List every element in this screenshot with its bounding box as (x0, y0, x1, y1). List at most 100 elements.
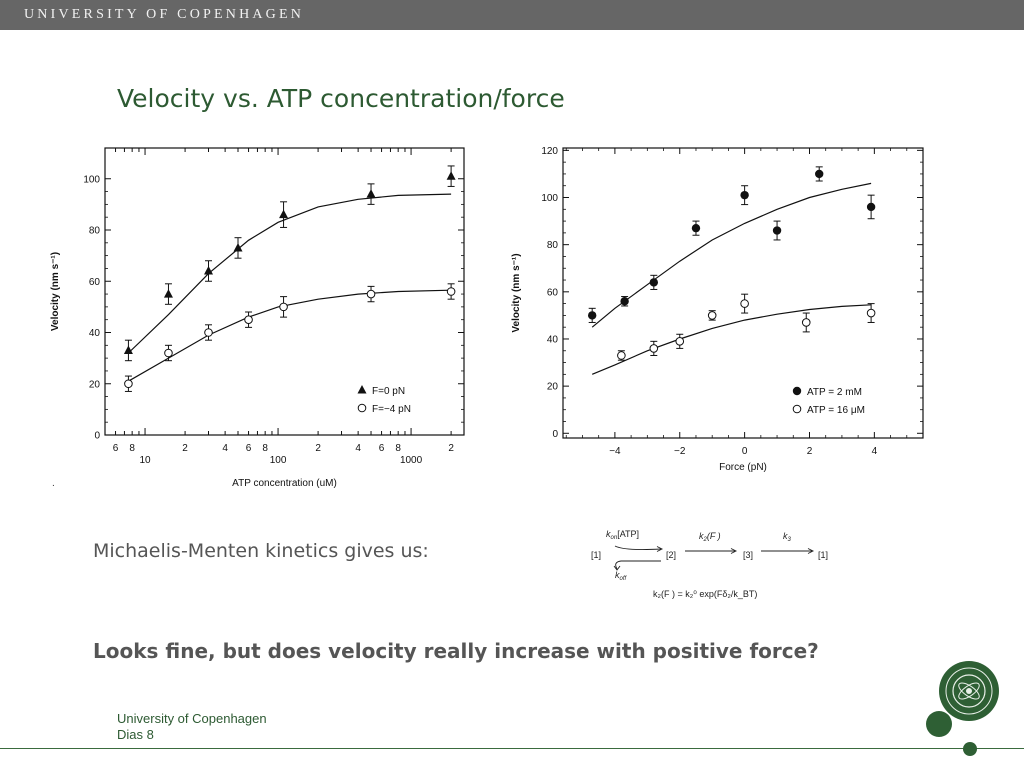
decor-circle-large (926, 711, 952, 737)
x-tick-label: 2 (807, 446, 813, 457)
data-point-series-0 (620, 297, 629, 306)
legend-label-series-1: ATP = 16 μM (807, 405, 865, 416)
koff-label: koff (615, 570, 628, 582)
data-point-series-1 (740, 299, 749, 308)
legend-marker-series-0 (792, 386, 802, 396)
scheme-state-1-end: [1] (818, 550, 828, 560)
y-tick-label: 60 (89, 277, 101, 288)
data-point-series-0 (866, 202, 876, 212)
question-text: Looks fine, but does velocity really inc… (93, 639, 819, 663)
data-point-series-1 (446, 287, 456, 296)
plot-frame (104, 147, 465, 436)
koff-arrowhead (613, 565, 621, 571)
data-point-series-1 (164, 348, 173, 358)
legend-label-series-1: F=−4 pN (372, 404, 411, 415)
data-point-series-0 (587, 311, 597, 320)
k2-label: k2(F ) (699, 531, 721, 543)
data-point-series-0 (691, 223, 701, 233)
footer-slide-number: Dias 8 (117, 727, 154, 742)
x-tick-label: 6 (113, 443, 119, 454)
x-tick-label: 100 (270, 455, 287, 466)
x-tick-label: 2 (182, 443, 188, 454)
x-axis-label: ATP concentration (uM) (232, 478, 337, 489)
university-wordmark: UNIVERSITY OF COPENHAGEN (24, 7, 305, 22)
data-point-series-0 (366, 189, 376, 198)
data-point-series-1 (366, 289, 376, 299)
data-point-series-0 (740, 190, 749, 200)
x-tick-label: 6 (379, 443, 385, 454)
stray-dot: . (52, 478, 55, 489)
data-point-series-1 (801, 318, 811, 327)
x-tick-label: 2 (315, 443, 321, 454)
fit-line-series-0 (591, 182, 872, 328)
x-tick-label: −2 (674, 446, 686, 457)
data-point-series-0 (815, 169, 824, 179)
top-banner: UNIVERSITY OF COPENHAGEN (0, 0, 1024, 30)
y-tick-label: 80 (89, 226, 101, 237)
footer-divider (0, 748, 1024, 749)
x-tick-label: 6 (246, 443, 252, 454)
x-tick-label: −4 (609, 446, 621, 457)
kinetic-scheme: [1] [2] [3] [1] kon[ATP] koff k2(F ) k3 … (591, 529, 828, 599)
data-point-series-1 (866, 308, 876, 318)
data-point-series-1 (675, 337, 685, 346)
michaelis-menten-text: Michaelis-Menten kinetics gives us: (93, 540, 429, 562)
y-tick-label: 100 (541, 193, 558, 204)
data-point-series-0 (163, 289, 173, 298)
x-tick-label: 4 (872, 446, 878, 457)
koff-arrow (615, 560, 661, 570)
x-tick-label: 10 (139, 455, 151, 466)
x-tick-label: 0 (742, 446, 748, 457)
kon-arrowhead (656, 546, 664, 552)
y-tick-label: 20 (547, 382, 559, 393)
slide-title: Velocity vs. ATP concentration/force (117, 84, 565, 113)
force-chart-svg: 0 20 40 60 80 100 120 −4 −2 0 2 4 Force (pN) Velocity… (511, 146, 924, 473)
data-point-series-1 (244, 315, 253, 324)
decor-circle-small (963, 742, 977, 756)
y-tick-label: 0 (94, 431, 100, 442)
data-point-series-0 (123, 345, 133, 354)
y-tick-label: 20 (89, 379, 101, 390)
data-point-series-1 (649, 344, 659, 353)
fit-line-series-0 (127, 193, 452, 354)
x-tick-label: 2 (448, 443, 454, 454)
data-point-series-0 (233, 242, 243, 252)
force-chart: 0 20 40 60 80 100 120 −4 −2 0 2 4 Force (pN) Velocity… (505, 140, 935, 480)
scheme-state-1: [1] (591, 550, 601, 560)
data-point-series-1 (279, 302, 288, 312)
k3-label: k3 (783, 531, 792, 543)
data-point-series-0 (279, 209, 289, 219)
y-tick-label: 0 (552, 429, 558, 440)
scheme-state-2: [2] (666, 550, 676, 560)
data-point-series-0 (772, 226, 782, 235)
x-tick-label: 4 (355, 443, 361, 454)
footer-university: University of Copenhagen (117, 711, 267, 726)
x-tick-label: 4 (222, 443, 228, 454)
data-point-series-1 (204, 328, 213, 337)
kon-arrow (614, 545, 662, 551)
x-tick-label: 8 (262, 443, 268, 454)
data-point-series-0 (204, 266, 214, 275)
legend-marker-series-1 (792, 404, 802, 414)
data-point-series-1 (124, 379, 133, 389)
y-tick-label: 120 (541, 146, 558, 157)
fit-line-series-1 (591, 304, 872, 375)
k3-arrowhead (807, 548, 815, 554)
kon-label: kon[ATP] (606, 529, 639, 541)
legend-marker-series-1 (357, 403, 367, 413)
fit-line-series-1 (128, 289, 452, 382)
rate-equation: k₂(F ) = k₂⁰ exp(Fδ₂/k_BT) (653, 589, 757, 599)
legend-label-series-0: F=0 pN (372, 386, 405, 397)
y-tick-label: 40 (547, 334, 559, 345)
y-tick-label: 80 (547, 240, 559, 251)
footer: University of Copenhagen Dias 8 (117, 711, 267, 743)
data-point-series-0 (446, 171, 456, 180)
x-tick-label: 1000 (400, 455, 423, 466)
legend-label-series-0: ATP = 2 mM (807, 387, 862, 398)
scheme-state-3: [3] (743, 550, 753, 560)
data-point-series-1 (707, 311, 717, 320)
y-axis-label: Velocity (nm s⁻¹) (511, 253, 522, 332)
university-seal-icon (939, 661, 999, 721)
y-tick-label: 60 (547, 287, 559, 298)
